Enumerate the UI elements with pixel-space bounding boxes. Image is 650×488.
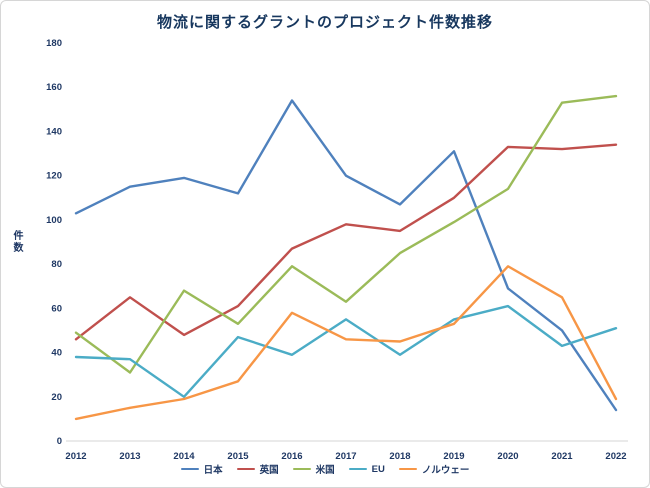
x-tick-label: 2014 xyxy=(173,451,195,462)
legend-label: 日本 xyxy=(203,465,223,476)
legend-item-日本: 日本 xyxy=(180,462,223,476)
legend-swatch xyxy=(236,467,255,471)
series-line-ノルウェー xyxy=(74,265,618,421)
y-axis-title: 件数 xyxy=(11,230,22,255)
legend-label: EU xyxy=(371,463,385,475)
y-tick-label: 0 xyxy=(57,436,62,447)
series-line-英国 xyxy=(74,143,618,341)
x-tick-label: 2021 xyxy=(551,451,573,462)
series-line-米国 xyxy=(74,94,618,374)
legend-item-英国: 英国 xyxy=(236,462,279,476)
legend-item-ノルウェー: ノルウェー xyxy=(398,462,470,476)
y-tick-label: 120 xyxy=(46,171,62,182)
legend-swatch xyxy=(180,467,199,471)
y-tick-label: 100 xyxy=(46,215,62,226)
y-tick-label: 160 xyxy=(46,82,62,93)
legend-swatch xyxy=(398,467,417,471)
y-tick-label: 80 xyxy=(51,259,62,270)
x-tick-label: 2020 xyxy=(497,451,518,462)
series-line-日本 xyxy=(74,99,618,412)
x-tick-label: 2017 xyxy=(335,451,356,462)
x-tick-label: 2016 xyxy=(281,451,302,462)
legend-item-米国: 米国 xyxy=(292,462,335,476)
x-tick-label: 2013 xyxy=(119,451,140,462)
y-tick-label: 140 xyxy=(46,126,62,137)
legend-label: ノルウェー xyxy=(421,465,470,476)
y-tick-label: 60 xyxy=(51,303,62,314)
y-tick-label: 20 xyxy=(51,392,62,403)
legend-swatch xyxy=(292,467,311,471)
chart-title: 物流に関するグラントのプロジェクト件数推移 xyxy=(156,14,493,31)
series-line-EU xyxy=(74,304,618,398)
x-tick-label: 2012 xyxy=(65,451,86,462)
x-tick-label: 2019 xyxy=(443,451,464,462)
legend-swatch xyxy=(348,467,367,471)
y-tick-label: 180 xyxy=(46,38,62,49)
chart-legend: 日本 英国 米国 EU ノルウェー xyxy=(1,462,649,476)
x-tick-label: 2015 xyxy=(227,451,249,462)
y-tick-label: 40 xyxy=(51,348,62,359)
legend-item-EU: EU xyxy=(348,463,385,475)
x-tick-label: 2022 xyxy=(605,451,626,462)
x-tick-label: 2018 xyxy=(389,451,410,462)
legend-label: 米国 xyxy=(315,465,335,476)
legend-label: 英国 xyxy=(259,465,279,476)
